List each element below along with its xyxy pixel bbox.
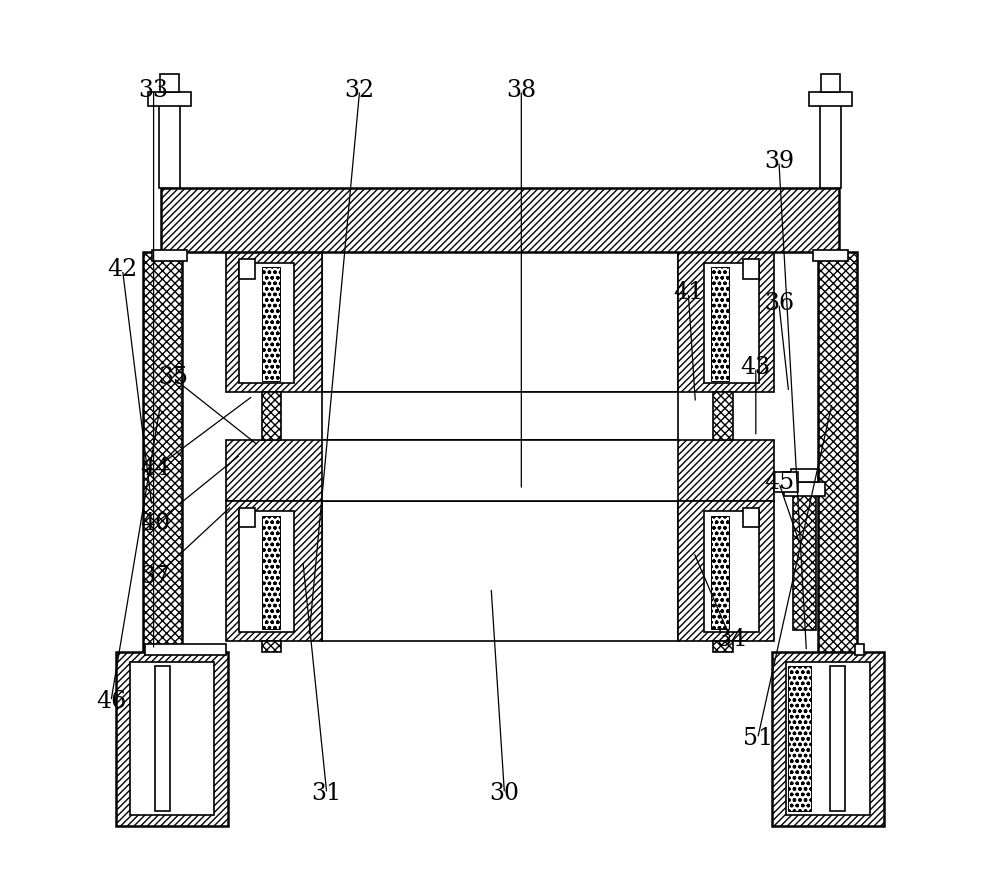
Text: 38: 38 bbox=[506, 78, 536, 102]
Bar bbox=[262, 392, 281, 440]
Bar bbox=[855, 644, 864, 655]
Bar bbox=[322, 252, 678, 392]
Bar bbox=[262, 267, 280, 380]
Text: 45: 45 bbox=[764, 471, 794, 495]
Bar bbox=[711, 267, 729, 380]
Text: 36: 36 bbox=[764, 292, 794, 315]
Bar bbox=[704, 511, 759, 632]
Bar bbox=[813, 250, 848, 261]
Text: 51: 51 bbox=[743, 727, 773, 750]
Bar bbox=[678, 252, 774, 392]
Bar bbox=[239, 508, 255, 527]
Bar bbox=[743, 259, 759, 279]
Text: 42: 42 bbox=[107, 258, 138, 282]
Bar bbox=[159, 92, 180, 188]
Text: 31: 31 bbox=[312, 782, 342, 805]
Bar bbox=[821, 74, 840, 92]
Bar bbox=[322, 501, 678, 641]
Bar bbox=[678, 501, 774, 641]
Bar bbox=[820, 92, 841, 188]
Text: 40: 40 bbox=[140, 512, 170, 535]
Bar bbox=[743, 508, 759, 527]
Bar bbox=[226, 501, 322, 641]
Text: 43: 43 bbox=[741, 356, 771, 379]
Text: 32: 32 bbox=[345, 78, 375, 102]
Bar bbox=[145, 644, 226, 655]
Bar bbox=[160, 74, 179, 92]
Text: 33: 33 bbox=[139, 78, 169, 102]
Bar bbox=[322, 392, 678, 440]
Bar bbox=[226, 252, 322, 392]
Bar bbox=[239, 511, 294, 632]
Bar bbox=[155, 666, 170, 812]
Bar bbox=[818, 252, 857, 685]
Bar bbox=[772, 651, 884, 826]
Bar bbox=[148, 92, 191, 106]
Bar bbox=[711, 516, 729, 629]
Bar bbox=[239, 263, 294, 383]
Bar bbox=[830, 666, 845, 812]
Bar bbox=[143, 252, 182, 685]
Bar bbox=[784, 482, 825, 496]
Text: 41: 41 bbox=[673, 282, 703, 304]
Text: 44: 44 bbox=[140, 457, 170, 480]
Bar bbox=[152, 250, 187, 261]
Text: 30: 30 bbox=[489, 782, 519, 805]
Bar bbox=[774, 472, 798, 492]
Bar bbox=[322, 440, 678, 501]
Bar bbox=[116, 651, 228, 826]
Bar bbox=[786, 662, 870, 815]
Bar bbox=[788, 666, 811, 812]
Text: 34: 34 bbox=[716, 627, 746, 650]
Bar bbox=[791, 470, 818, 482]
Text: 46: 46 bbox=[96, 690, 126, 713]
Bar bbox=[226, 440, 774, 501]
Bar bbox=[713, 392, 733, 440]
Bar bbox=[161, 188, 839, 252]
Text: 37: 37 bbox=[140, 566, 170, 588]
Bar bbox=[239, 259, 255, 279]
Text: 39: 39 bbox=[764, 150, 794, 173]
Bar bbox=[262, 641, 281, 651]
Bar bbox=[809, 92, 852, 106]
Bar bbox=[262, 516, 280, 629]
Bar bbox=[793, 493, 816, 630]
Text: 35: 35 bbox=[158, 366, 188, 389]
Bar bbox=[704, 263, 759, 383]
Bar bbox=[713, 641, 733, 651]
Bar bbox=[130, 662, 214, 815]
